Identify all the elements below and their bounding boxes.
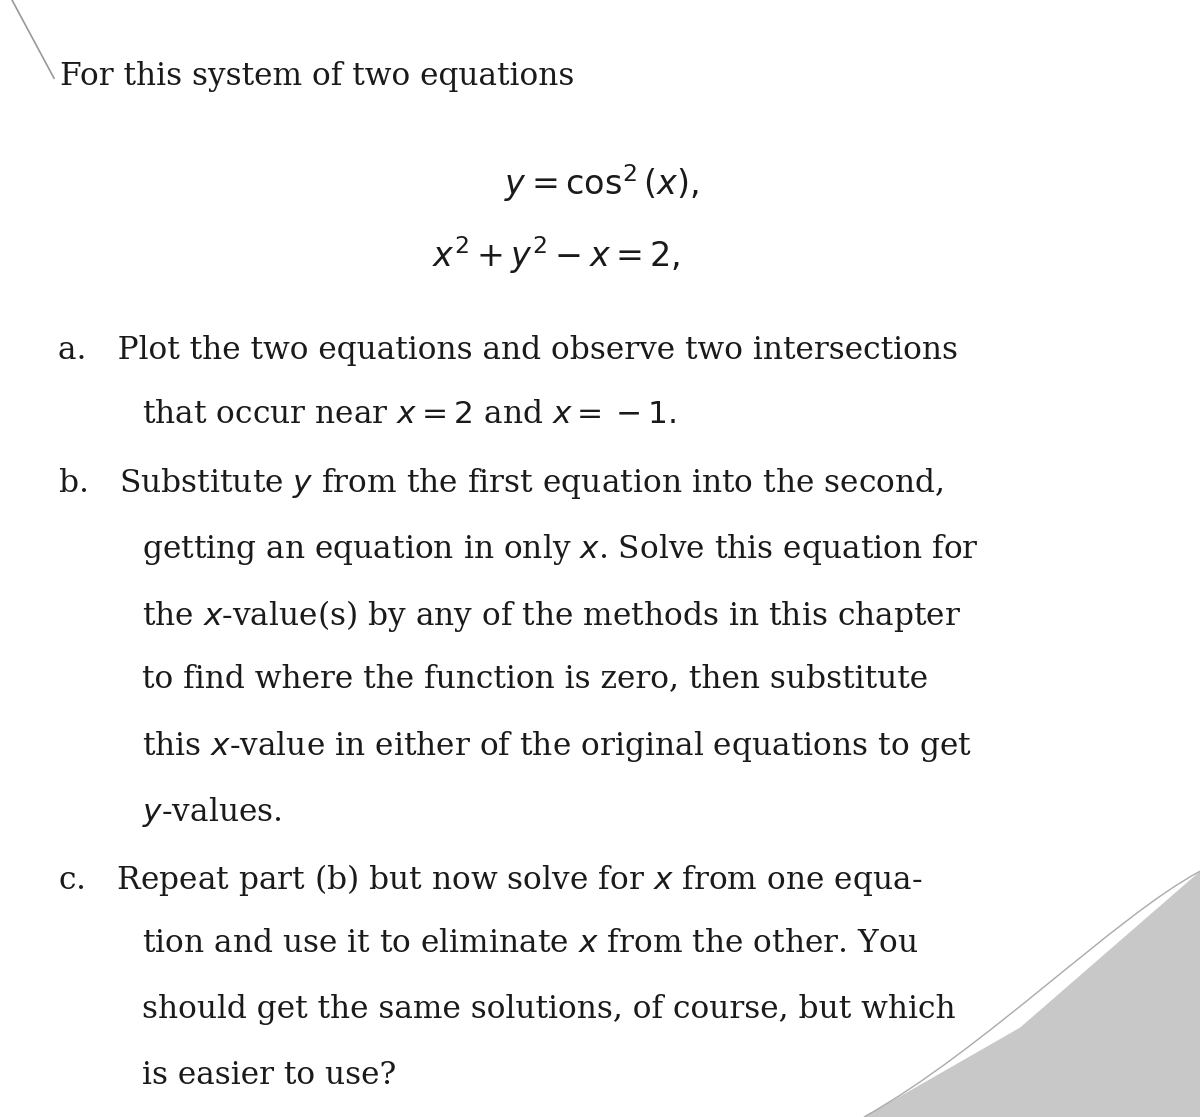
Text: For this system of two equations: For this system of two equations xyxy=(60,61,575,93)
Text: c. Repeat part (b) but now solve for $x$ from one equa-: c. Repeat part (b) but now solve for $x$… xyxy=(58,862,922,898)
Text: $y = \cos^2 (x),$: $y = \cos^2 (x),$ xyxy=(504,162,698,203)
Text: a. Plot the two equations and observe two intersections: a. Plot the two equations and observe tw… xyxy=(58,335,958,366)
Text: that occur near $x = 2$ and $x = -1.$: that occur near $x = 2$ and $x = -1.$ xyxy=(142,399,676,430)
Text: the $x$-value(s) by any of the methods in this chapter: the $x$-value(s) by any of the methods i… xyxy=(142,598,961,633)
Text: should get the same solutions, of course, but which: should get the same solutions, of course… xyxy=(142,994,955,1025)
Text: to find where the function is zero, then substitute: to find where the function is zero, then… xyxy=(142,663,928,695)
Text: b. Substitute $y$ from the first equation into the second,: b. Substitute $y$ from the first equatio… xyxy=(58,466,943,500)
Text: getting an equation in only $x$. Solve this equation for: getting an equation in only $x$. Solve t… xyxy=(142,532,978,566)
Text: this $x$-value in either of the original equations to get: this $x$-value in either of the original… xyxy=(142,729,971,764)
Text: $x^2 + y^2 - x = 2,$: $x^2 + y^2 - x = 2,$ xyxy=(432,235,680,276)
Text: is easier to use?: is easier to use? xyxy=(142,1060,396,1091)
Polygon shape xyxy=(864,871,1200,1117)
Text: tion and use it to eliminate $x$ from the other. You: tion and use it to eliminate $x$ from th… xyxy=(142,928,918,960)
Text: $y$-values.: $y$-values. xyxy=(142,795,281,829)
